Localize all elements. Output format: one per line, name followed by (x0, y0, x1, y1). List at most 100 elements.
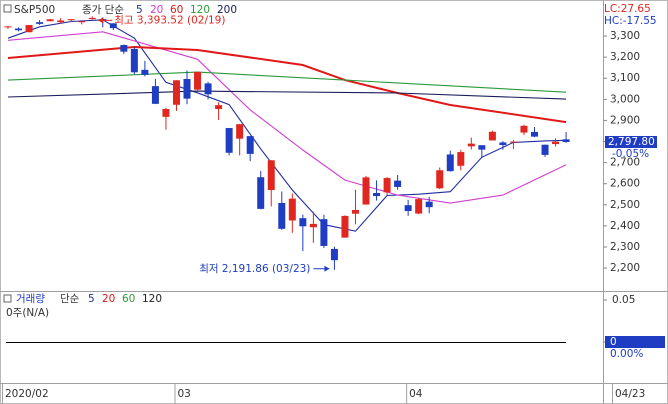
candle-body (309, 223, 317, 228)
x-tick-label: 04/23 (615, 388, 645, 400)
volume-legend-entry: 60 (122, 293, 135, 305)
volume-legend-entry: 120 (142, 293, 162, 305)
candle-body (341, 215, 349, 238)
candle-body (531, 131, 538, 137)
candle-body (109, 23, 117, 29)
candle-body (36, 22, 44, 24)
legend-icon (3, 4, 12, 13)
volume-tick-label: 0 (610, 336, 617, 348)
y-tick-label: 3,300 (610, 30, 640, 42)
low-annotation: 최저 2,191.86 (03/23) (199, 263, 310, 275)
lc-label: LC:27.65 (604, 3, 651, 15)
candle-body (457, 152, 465, 166)
ma-line (7, 71, 567, 93)
candle-body (478, 145, 486, 150)
y-tick-label: 2,400 (610, 220, 640, 232)
candle-body (373, 193, 381, 197)
low-arrowhead (324, 265, 330, 272)
candle-body (499, 142, 507, 146)
candle-body (162, 108, 170, 117)
y-tick-label: 3,000 (610, 93, 640, 105)
candle-body (215, 105, 223, 109)
candle-body (330, 248, 338, 261)
candle-body (257, 177, 265, 209)
candle-body (394, 180, 402, 187)
volume-legend-entry: 20 (102, 293, 115, 305)
candle-body (151, 86, 159, 104)
legend-entry: 20 (150, 4, 163, 16)
high-arrowhead (98, 17, 104, 24)
ma-line (7, 45, 567, 124)
y-tick-label: 2,600 (610, 178, 640, 190)
candle-body (552, 141, 560, 145)
candle-body (130, 48, 138, 73)
candle-body (520, 125, 528, 133)
candle-body (415, 199, 423, 214)
y-tick-label: 2,200 (610, 262, 640, 274)
hc-label: HC:-17.55 (604, 15, 657, 27)
legend-entry: 120 (190, 4, 210, 16)
y-tick-label: 2,900 (610, 114, 640, 126)
candle-body (488, 131, 496, 141)
candle-body (25, 25, 33, 33)
volume-indicator: 단순 (60, 293, 80, 305)
x-tick-label: 03 (177, 388, 190, 400)
candle-body (267, 160, 275, 191)
candle-body (4, 26, 12, 28)
candle-body (46, 19, 54, 22)
change-label: -0.05% (612, 148, 649, 160)
candle-body (299, 218, 307, 227)
ma-line (7, 31, 567, 204)
y-tick-label: 3,200 (610, 51, 640, 63)
last-price-label: 2,797.80 (608, 136, 655, 148)
legend-icon (3, 294, 12, 303)
candle-body (436, 170, 444, 189)
x-tick-label: 2020/02 (5, 388, 49, 400)
x-tick-label: 04 (409, 388, 423, 400)
last-price-box (605, 135, 657, 148)
candle-body (288, 198, 296, 221)
candle-body (562, 139, 570, 142)
indicator-label: 종가 단순 (82, 4, 124, 16)
candle-body (383, 178, 391, 193)
candle-body (194, 71, 202, 90)
candle-body (225, 128, 233, 153)
candle-body (204, 83, 212, 95)
volume-legend-entry: 5 (88, 293, 95, 305)
candle-body (446, 154, 454, 172)
candle-body (246, 136, 254, 154)
legend-entry: 200 (217, 4, 237, 16)
candle-body (120, 45, 128, 52)
y-tick-label: 2,500 (610, 199, 640, 211)
candle-body (172, 80, 180, 105)
candle-body (141, 69, 149, 75)
y-tick-label: 2,700 (610, 157, 640, 169)
volume-value-box (605, 336, 665, 348)
candle-body (351, 209, 359, 214)
candle-body (320, 219, 328, 246)
candle-body (15, 28, 23, 31)
candle-body (404, 205, 412, 212)
candle-body (467, 143, 475, 147)
y-tick-label: 3,100 (610, 72, 640, 84)
y-tick-label: 2,300 (610, 241, 640, 253)
legend-entry: 60 (170, 4, 183, 16)
candle-body (278, 202, 286, 229)
candle-body (78, 21, 86, 23)
candle-body (541, 144, 549, 155)
legend-entry: 5 (136, 4, 143, 16)
candle-body (183, 78, 191, 99)
candle-body (67, 19, 75, 21)
candle-body (362, 177, 370, 205)
volume-tick-label: 0.05 (612, 294, 635, 306)
candle-body (57, 20, 65, 23)
candle-body (88, 17, 96, 20)
candle-body (509, 141, 517, 143)
chart-title: S&P500 (14, 4, 55, 16)
candle-body (236, 124, 244, 139)
volume-label: 거래량 (16, 293, 45, 305)
ma-line (7, 90, 567, 100)
volume-pct: 0.00% (610, 348, 643, 360)
